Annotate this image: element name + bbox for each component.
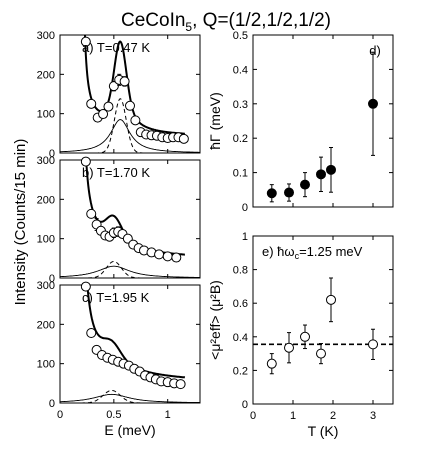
data-point — [80, 36, 91, 47]
data-point — [284, 342, 294, 353]
data-point — [266, 358, 277, 369]
panel-label: a) T=0.47 K — [82, 40, 150, 55]
panel-c: 0 100 200 300 0 0.5 1 c) T=1.95 K E (meV) — [37, 280, 201, 438]
data-point — [103, 101, 114, 112]
data-point — [108, 81, 119, 92]
data-point — [178, 133, 189, 144]
data-point — [368, 98, 378, 109]
plot-frame — [252, 235, 394, 405]
data-point — [86, 208, 97, 219]
gaussian-component-curve — [60, 389, 200, 403]
y-tick-label: 0.4 — [233, 332, 248, 344]
data-point — [326, 294, 336, 305]
data-point — [154, 249, 165, 260]
data-point — [119, 76, 130, 87]
x-tick-label: 0 — [57, 409, 63, 421]
data-point — [316, 348, 326, 359]
data-point — [326, 164, 336, 175]
y-tick-label: 0 — [49, 398, 55, 410]
panel-b: 0 100 200 300 b) T=1.70 K — [37, 155, 201, 285]
data-point — [266, 188, 277, 199]
x-tick-label: 1 — [165, 409, 171, 421]
panel-e: 0 0.2 0.4 0.6 0.8 1 0 1 2 3 e) ħωc=1.25 meV T (K) <μ… — [207, 231, 394, 439]
y-tick-label: 100 — [37, 234, 55, 246]
x-tick-label: 0.5 — [106, 409, 121, 421]
y-tick-label: 0.2 — [233, 365, 248, 377]
y-tick-label: 0 — [49, 148, 55, 160]
x-axis-label: T (K) — [308, 423, 339, 439]
y-tick-label: 0.3 — [233, 99, 248, 111]
data-point — [130, 115, 141, 126]
y-tick-label: 1 — [242, 231, 248, 243]
data-point — [171, 252, 182, 263]
panel-label: d) — [369, 43, 381, 58]
data-point — [162, 251, 173, 262]
x-axis-label: E (meV) — [104, 422, 155, 438]
figure-title: CeCoIn5, Q=(1/2,1/2,1/2) — [121, 10, 331, 34]
y-tick-label: 0 — [49, 273, 55, 285]
y-tick-label: 200 — [37, 194, 55, 206]
plot-frame — [59, 159, 201, 279]
data-point — [316, 169, 326, 180]
data-point — [300, 179, 310, 190]
y-tick-label: 0 — [242, 202, 248, 214]
panel-label: c) T=1.95 K — [82, 290, 150, 305]
y-tick-label: 300 — [37, 280, 55, 292]
lorentzian-component-curve — [60, 393, 200, 403]
data-point — [86, 98, 97, 109]
lorentzian-component-curve — [60, 119, 200, 153]
plot-frame — [59, 284, 201, 404]
x-tick-label: 3 — [370, 410, 376, 422]
data-point — [86, 327, 97, 338]
plot-frame — [59, 34, 201, 154]
y-tick-label: 0.6 — [233, 298, 248, 310]
data-point — [300, 331, 310, 342]
y-tick-label: 100 — [37, 109, 55, 121]
y-tick-label: 200 — [37, 69, 55, 81]
data-point — [284, 187, 294, 198]
data-point — [368, 339, 378, 350]
y-tick-label: 300 — [37, 30, 55, 42]
x-tick-label: 1 — [290, 410, 296, 422]
x-tick-label: 2 — [330, 410, 336, 422]
data-point — [80, 281, 91, 292]
y-tick-label: 200 — [37, 319, 55, 331]
x-tick-label: 0 — [250, 410, 256, 422]
gaussian-component-curve — [60, 261, 200, 278]
data-point — [175, 379, 186, 390]
data-point — [125, 100, 135, 111]
y-tick-label: 0.4 — [233, 64, 248, 76]
y-tick-label: 100 — [37, 359, 55, 371]
plot-frame — [252, 34, 394, 208]
shared-y-axis-label: Intensity (Counts/15 min) — [12, 139, 29, 306]
y-tick-label: 0.2 — [233, 133, 248, 145]
y-axis-label: <μ²eff> (μ²B) — [207, 280, 223, 360]
y-tick-label: 300 — [37, 155, 55, 167]
lorentzian-component-curve — [60, 265, 200, 278]
y-tick-label: 0.5 — [233, 30, 248, 42]
data-point — [80, 156, 91, 167]
gaussian-component-curve — [60, 98, 200, 153]
panel-label: e) ħωc=1.25 meV — [262, 244, 363, 261]
panel-label: b) T=1.70 K — [82, 165, 150, 180]
y-tick-label: 0 — [242, 399, 248, 411]
y-tick-label: 0.8 — [233, 265, 248, 277]
y-axis-label: ħΓ (meV) — [207, 92, 223, 150]
data-point — [98, 109, 109, 120]
panel-a: 0 100 200 300 a) T=0.47 K — [37, 30, 201, 160]
y-tick-label: 0.1 — [233, 168, 248, 180]
panel-d: 0 0.1 0.2 0.3 0.4 0.5 d) ħΓ (meV) — [207, 30, 394, 214]
